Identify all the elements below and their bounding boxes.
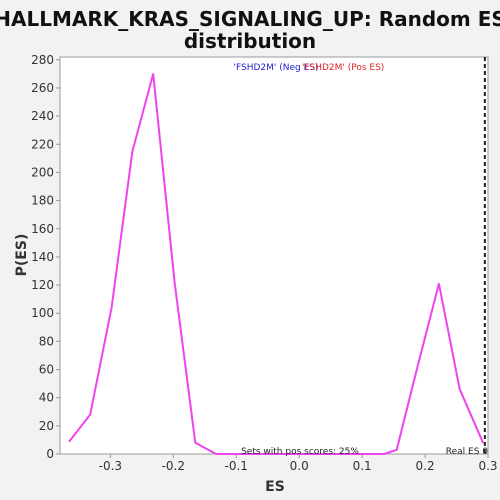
y-tick-label: 40 <box>39 391 54 405</box>
y-axis: 0 20 40 60 80 100 120 140 160 180 200 220 240 260 280 <box>31 53 60 461</box>
y-tick-label: 20 <box>39 419 54 433</box>
x-tick-label: 0.3 <box>478 459 497 473</box>
y-axis-label: P(ES) <box>14 234 30 277</box>
series-point <box>458 388 461 391</box>
real-es-label: Real ES 0 <box>446 447 489 457</box>
plot-area <box>59 56 489 455</box>
y-tick-label: 100 <box>31 306 54 320</box>
x-axis: -0.3 -0.2 -0.1 0.0 0.1 0.2 0.3 <box>99 454 498 473</box>
y-tick-label: 60 <box>39 363 54 377</box>
y-tick-label: 0 <box>46 447 54 461</box>
legend-part-neg: 'FSHD2M' (Neg ES) <box>234 63 319 73</box>
x-tick-label: -0.2 <box>162 459 185 473</box>
x-axis-label: ES <box>265 479 285 495</box>
series-point <box>341 453 343 455</box>
pos-scores-annotation: Sets with pos scores: 25% <box>241 447 359 457</box>
y-tick-label: 160 <box>31 222 54 236</box>
series-layer <box>68 73 484 455</box>
series-point <box>278 453 280 455</box>
y-tick-label: 120 <box>31 278 54 292</box>
series-point <box>173 281 176 284</box>
series-point <box>68 440 71 443</box>
legend-text: 'FSHD2M' (Neg ES) <box>234 63 319 73</box>
x-tick-label: 0.2 <box>416 459 435 473</box>
series-point <box>152 73 154 75</box>
series-point <box>438 282 440 285</box>
y-tick-label: 80 <box>39 334 54 348</box>
series-point <box>299 453 302 455</box>
x-tick-label: 0.0 <box>290 459 309 473</box>
series-point <box>383 453 385 455</box>
y-tick-label: 200 <box>31 165 54 179</box>
series-point <box>131 150 134 153</box>
chart-title-line-1: HALLMARK_KRAS_SIGNALING_UP: Random ES <box>0 7 500 31</box>
series-point <box>482 441 484 444</box>
y-tick-label: 140 <box>31 250 54 264</box>
legend-part-pos: 'FSHD2M' (Pos ES) <box>302 63 384 73</box>
y-tick-label: 240 <box>31 109 54 123</box>
chart-title-line-2: distribution <box>184 29 316 53</box>
series-point <box>362 453 365 455</box>
series-point <box>215 453 217 455</box>
series-point <box>395 448 398 451</box>
y-tick-label: 260 <box>31 81 54 95</box>
series-point <box>257 453 260 455</box>
x-tick-label: 0.1 <box>353 459 372 473</box>
legend-text-pos: 'FSHD2M' (Pos ES) <box>302 63 384 73</box>
series-point <box>89 413 92 416</box>
y-tick-label: 280 <box>31 53 54 67</box>
series-point <box>320 453 323 455</box>
y-tick-label: 220 <box>31 137 54 151</box>
y-tick-label: 180 <box>31 194 54 208</box>
x-tick-label: -0.3 <box>99 459 122 473</box>
series-point <box>236 453 239 455</box>
series-point <box>110 306 113 309</box>
series-point <box>194 441 197 444</box>
x-tick-label: -0.1 <box>225 459 248 473</box>
series-point <box>416 365 419 368</box>
